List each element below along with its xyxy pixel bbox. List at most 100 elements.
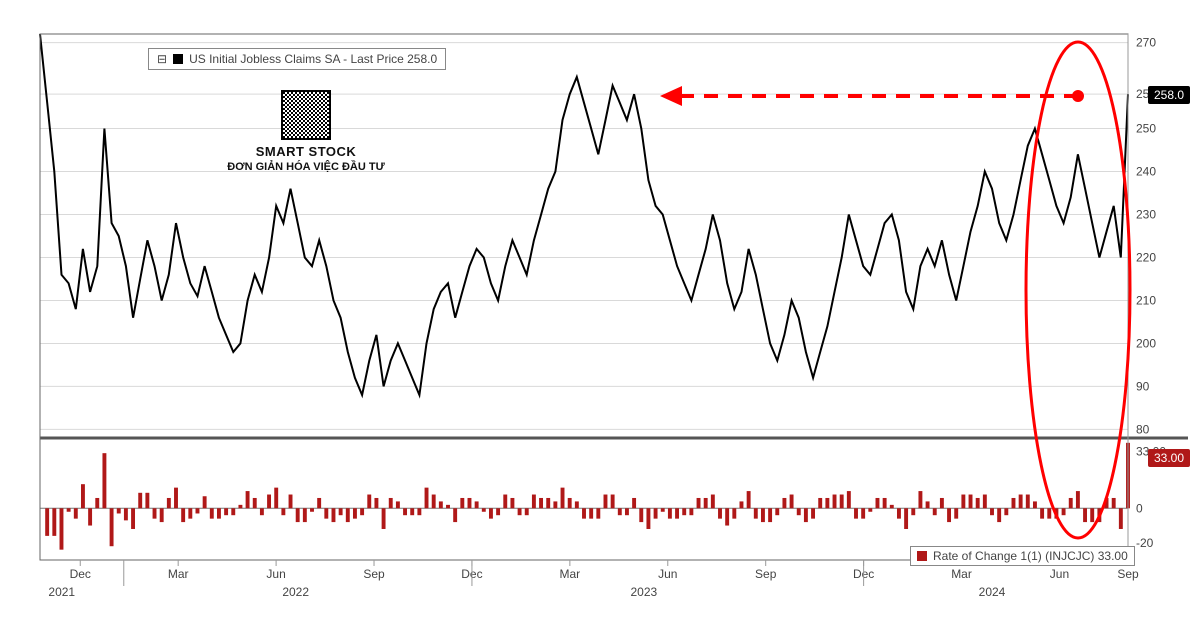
year-label: 2022 <box>282 585 309 599</box>
roc-bar <box>67 508 71 511</box>
svg-text:250: 250 <box>1136 122 1156 136</box>
roc-bar <box>489 508 493 518</box>
roc-bar <box>990 508 994 515</box>
roc-bar <box>782 498 786 508</box>
roc-legend: Rate of Change 1(1) (INJCJC) 33.00 <box>910 546 1135 566</box>
roc-bar <box>933 508 937 515</box>
roc-bar <box>367 495 371 509</box>
roc-bar <box>604 495 608 509</box>
roc-bar <box>160 508 164 522</box>
svg-text:210: 210 <box>1136 293 1156 307</box>
roc-bar <box>417 508 421 515</box>
roc-bar <box>360 508 364 515</box>
main-legend-text: US Initial Jobless Claims SA - Last Pric… <box>189 52 437 66</box>
roc-bar <box>110 508 114 546</box>
roc-bar <box>918 491 922 508</box>
roc-bar <box>238 505 242 508</box>
qr-code-icon <box>281 90 331 140</box>
roc-bar <box>890 505 894 508</box>
year-label: 2021 <box>48 585 75 599</box>
roc-bar <box>267 495 271 509</box>
roc-bar <box>969 495 973 509</box>
roc-bar <box>983 495 987 509</box>
roc-bar <box>346 508 350 522</box>
roc-bar <box>768 508 772 522</box>
arrow-head-icon <box>660 86 682 106</box>
roc-bar <box>382 508 386 529</box>
roc-bar <box>196 508 200 513</box>
roc-bar <box>138 493 142 509</box>
roc-bar <box>618 508 622 515</box>
roc-bar <box>52 508 56 536</box>
month-label: Sep <box>755 567 777 581</box>
roc-bar <box>811 508 815 518</box>
roc-bar <box>1090 508 1094 522</box>
roc-legend-text: Rate of Change 1(1) (INJCJC) 33.00 <box>933 549 1128 563</box>
roc-bar <box>1112 498 1116 508</box>
roc-bar <box>711 495 715 509</box>
roc-bar <box>95 498 99 508</box>
roc-bar <box>582 508 586 518</box>
roc-bar <box>131 508 135 529</box>
roc-bar <box>997 508 1001 522</box>
roc-bar <box>518 508 522 515</box>
roc-bar <box>589 508 593 518</box>
roc-bar <box>646 508 650 529</box>
roc-bar <box>203 496 207 508</box>
roc-bar <box>954 508 958 518</box>
roc-bar <box>281 508 285 515</box>
legend-swatch-icon <box>173 54 183 64</box>
roc-bar <box>425 488 429 509</box>
month-label: Mar <box>560 567 581 581</box>
roc-bar <box>539 498 543 508</box>
roc-bar <box>532 495 536 509</box>
roc-bar <box>876 498 880 508</box>
roc-bar <box>682 508 686 515</box>
roc-bar <box>704 498 708 508</box>
highlight-ellipse <box>1026 42 1130 538</box>
chart-container: 8090200210220230240250258.0270-20033.00D… <box>0 0 1200 633</box>
roc-bar <box>446 505 450 508</box>
roc-bar <box>575 501 579 508</box>
roc-bar <box>174 488 178 509</box>
roc-bar <box>410 508 414 515</box>
roc-bar <box>976 498 980 508</box>
roc-bar <box>145 493 149 509</box>
year-label: 2024 <box>979 585 1006 599</box>
roc-bar <box>654 508 658 518</box>
roc-bar <box>689 508 693 515</box>
roc-bar <box>911 508 915 515</box>
roc-bar <box>854 508 858 518</box>
roc-bar <box>353 508 357 518</box>
roc-bar <box>897 508 901 518</box>
roc-bar <box>553 501 557 508</box>
roc-bar <box>868 508 872 511</box>
roc-bar <box>775 508 779 515</box>
roc-bar <box>961 495 965 509</box>
roc-bar <box>525 508 529 515</box>
month-label: Mar <box>168 567 189 581</box>
roc-bar <box>883 498 887 508</box>
roc-bar <box>568 498 572 508</box>
roc-bar <box>761 508 765 522</box>
roc-bar <box>317 498 321 508</box>
roc-bar <box>546 498 550 508</box>
roc-bar <box>503 495 507 509</box>
roc-bar <box>332 508 336 522</box>
roc-bar <box>725 508 729 525</box>
svg-text:270: 270 <box>1136 36 1156 50</box>
svg-text:-20: -20 <box>1136 536 1154 550</box>
roc-bar <box>289 495 293 509</box>
roc-bar <box>1012 498 1016 508</box>
roc-bar <box>439 501 443 508</box>
roc-bar <box>632 498 636 508</box>
roc-bar <box>754 508 758 518</box>
roc-bar <box>797 508 801 515</box>
roc-bar <box>260 508 264 515</box>
brand-block: SMART STOCK ĐƠN GIẢN HÓA VIỆC ĐẦU TƯ <box>216 90 396 173</box>
roc-bar <box>847 491 851 508</box>
roc-bar <box>81 484 85 508</box>
svg-text:220: 220 <box>1136 250 1156 264</box>
legend-toggle-icon[interactable]: ⊟ <box>157 52 167 66</box>
roc-bar <box>181 508 185 522</box>
